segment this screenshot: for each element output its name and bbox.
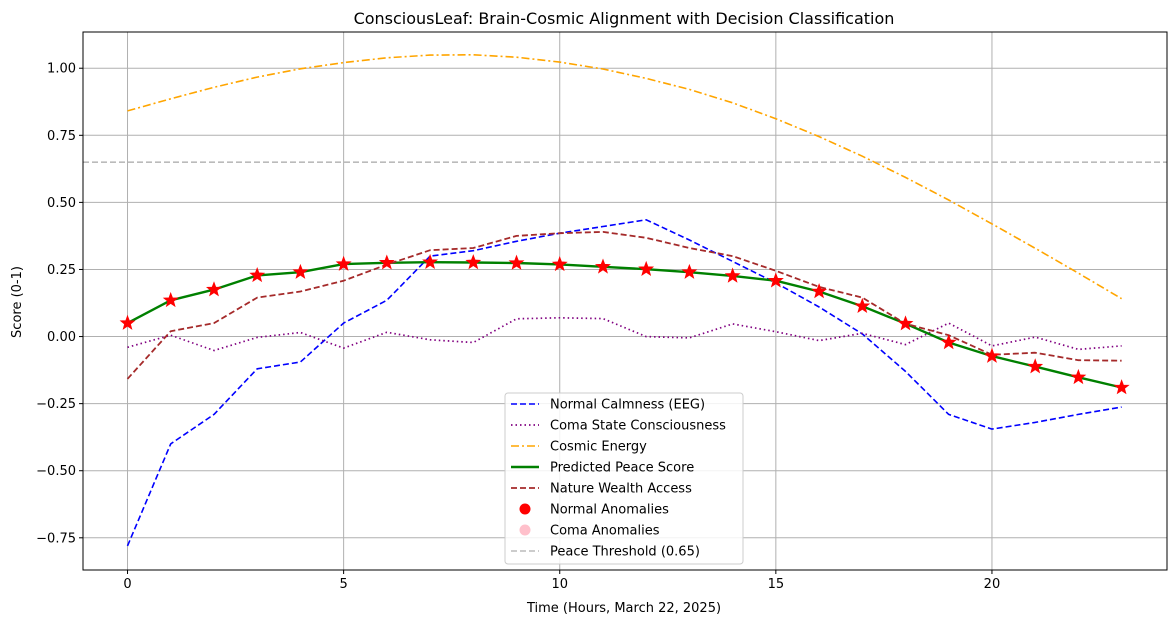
x-tick-label: 20 [984, 577, 1001, 592]
series-predicted-peace-score [126, 261, 1122, 389]
x-tick-label: 5 [339, 577, 347, 592]
normal-anomaly-point [119, 314, 136, 330]
normal-anomaly-point [335, 255, 352, 271]
normal-anomaly-point [1027, 358, 1044, 374]
legend-box [504, 392, 744, 565]
y-tick-label: 0.75 [47, 129, 76, 144]
plot-area [83, 53, 1167, 547]
normal-anomaly-point [897, 315, 914, 331]
normal-anomaly-point [551, 256, 568, 272]
y-tick-label: 0.50 [47, 196, 76, 211]
legend-label: Cosmic Energy [550, 440, 647, 455]
normal-anomaly-point [638, 260, 655, 276]
normal-anomaly-point [681, 263, 698, 279]
y-tick-label: −0.50 [36, 464, 76, 479]
legend-label: Normal Anomalies [550, 503, 669, 518]
legend: Normal Calmness (EEG) Coma State Consciou… [504, 392, 744, 565]
normal-anomaly-point [1113, 379, 1130, 395]
legend-label: Normal Calmness (EEG) [550, 398, 705, 413]
normal-anomaly-point [811, 283, 828, 299]
x-axis-label: Time (Hours, March 22, 2025) [526, 601, 721, 616]
normal-anomaly-point [378, 254, 395, 270]
legend-label: Nature Wealth Access [550, 482, 692, 497]
normal-anomaly-point [249, 267, 266, 283]
chart-title: ConsciousLeaf: Brain-Cosmic Alignment wi… [354, 9, 895, 28]
normal-anomaly-point [594, 258, 611, 274]
y-tick-label: 0.25 [47, 263, 76, 278]
legend-label: Peace Threshold (0.65) [550, 545, 700, 560]
y-axis: −0.75 −0.50 −0.25 0.00 0.25 0.50 0.75 1.00 [36, 62, 83, 546]
legend-label: Coma Anomalies [550, 524, 660, 539]
legend-label: Coma State Consciousness [550, 419, 726, 434]
anomaly-markers [119, 253, 1130, 395]
series-nature-wealth-access [126, 230, 1122, 380]
x-tick-label: 15 [768, 577, 785, 592]
y-tick-label: −0.25 [36, 397, 76, 412]
normal-anomaly-point [508, 254, 525, 270]
legend-label: Predicted Peace Score [550, 461, 694, 476]
normal-anomaly-point [162, 291, 179, 308]
legend-marker [519, 524, 531, 536]
normal-anomaly-point [983, 347, 1000, 363]
normal-anomaly-point [940, 334, 957, 350]
normal-anomaly-point [1070, 368, 1087, 385]
normal-anomaly-point [724, 267, 741, 283]
normal-anomaly-point [292, 263, 309, 279]
normal-anomaly-point [854, 297, 871, 313]
x-tick-label: 0 [123, 577, 131, 592]
y-tick-label: 1.00 [47, 62, 76, 77]
y-tick-label: −0.75 [36, 531, 76, 546]
normal-anomaly-point [205, 281, 222, 297]
series-coma-state-consciousness [127, 316, 1122, 352]
normal-anomaly-point [767, 272, 784, 288]
x-axis: 0 5 10 15 20 [123, 570, 1000, 592]
plot-frame [82, 31, 1168, 571]
series-normal-calmness-eeg [126, 219, 1122, 547]
y-axis-label: Score (0-1) [10, 266, 25, 338]
normal-anomaly-point [465, 254, 482, 270]
x-tick-label: 10 [551, 577, 568, 592]
normal-anomaly-point [422, 253, 439, 269]
grid [83, 32, 1167, 570]
legend-marker [519, 503, 531, 515]
y-tick-label: 0.00 [47, 330, 76, 345]
